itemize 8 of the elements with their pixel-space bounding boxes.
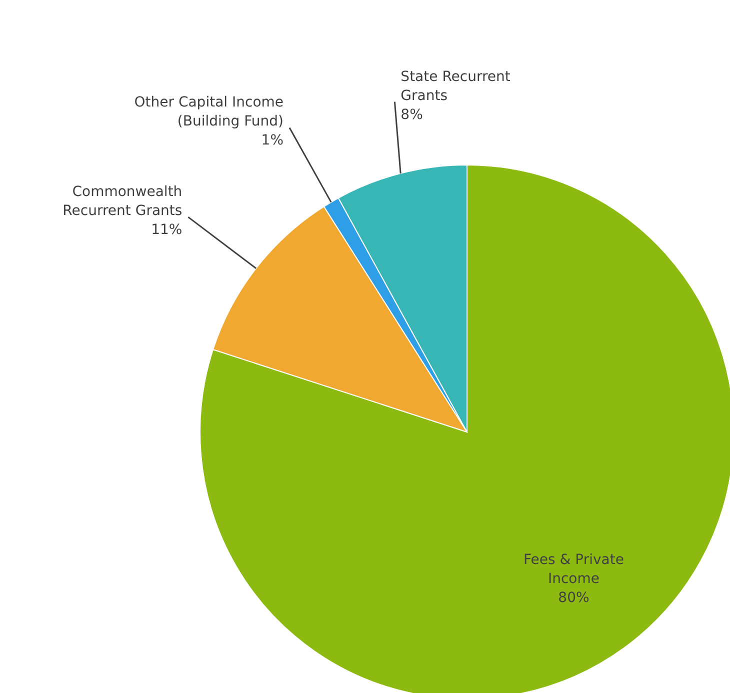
slice-label: Commonwealth Recurrent Grants [62, 184, 182, 220]
data-label: 8% [400, 106, 423, 123]
slice-label: State Recurrent Grants [400, 68, 511, 104]
data-label: 1% [261, 132, 284, 149]
data-label: 80% [558, 590, 590, 606]
slice-label: Other Capital Income (Building Fund) [134, 94, 284, 130]
slice-label: Fees & Private Income [524, 552, 624, 587]
data-label: 11% [151, 222, 182, 238]
